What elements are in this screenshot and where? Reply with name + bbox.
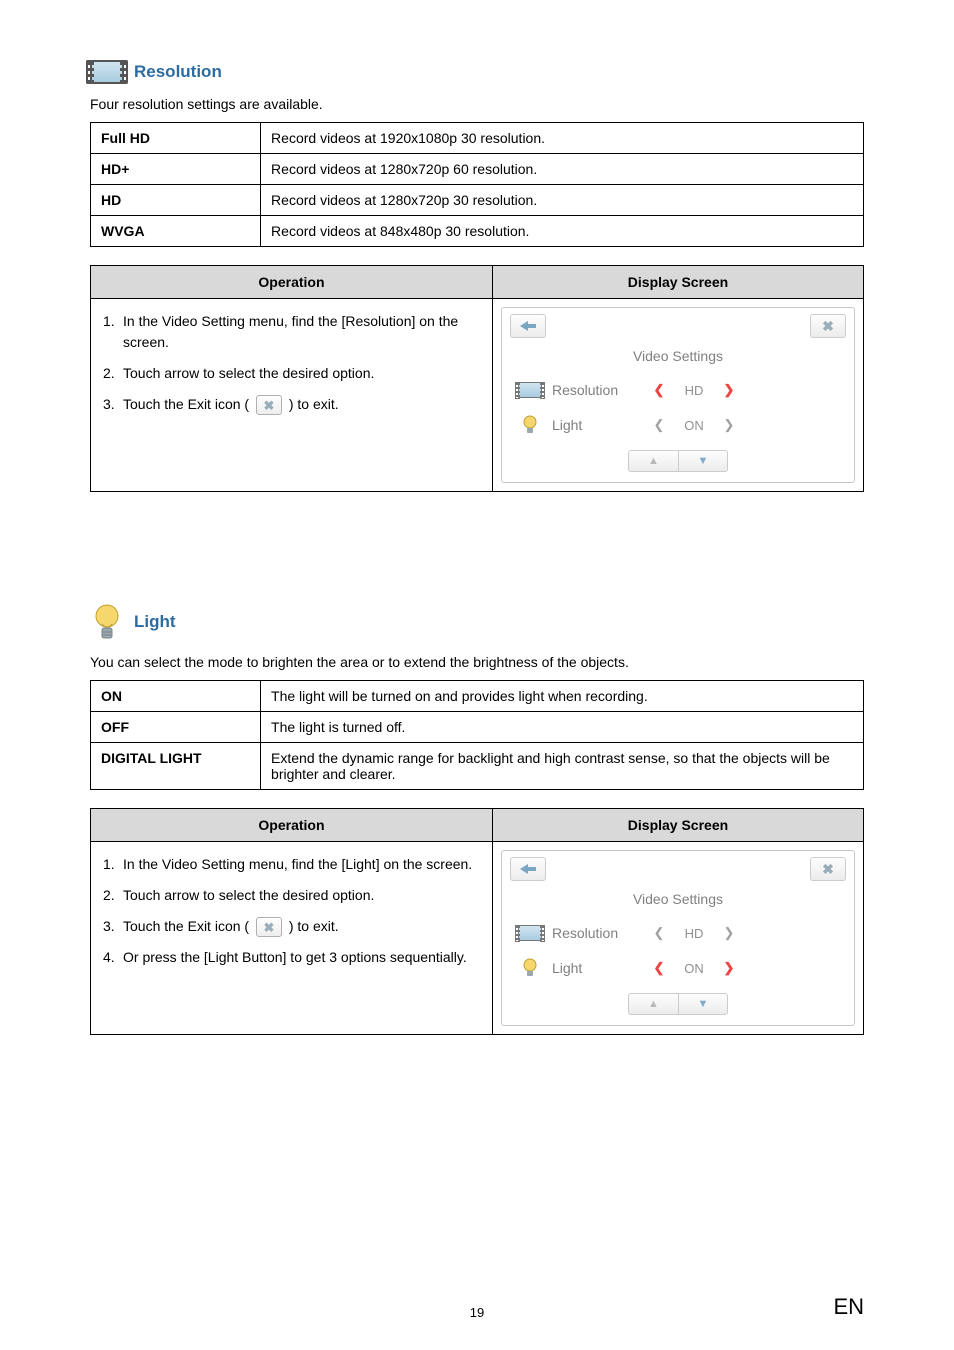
back-button[interactable] bbox=[510, 857, 546, 881]
step: In the Video Setting menu, find the [Res… bbox=[103, 311, 480, 353]
light-header: Light bbox=[90, 602, 864, 642]
nav-down-button[interactable]: ▼ bbox=[678, 450, 728, 472]
row-value: HD bbox=[674, 383, 714, 398]
screen-row-light[interactable]: Light ❮ ON ❯ bbox=[502, 406, 854, 444]
light-table: ON The light will be turned on and provi… bbox=[90, 680, 864, 790]
screen-nav: ▲ ▼ bbox=[502, 987, 854, 1025]
back-button[interactable] bbox=[510, 314, 546, 338]
close-icon: ✖ bbox=[822, 861, 834, 878]
close-button[interactable]: ✖ bbox=[810, 314, 846, 338]
exit-icon: ✖ bbox=[256, 395, 282, 415]
step: Touch arrow to select the desired option… bbox=[103, 885, 480, 906]
step: In the Video Setting menu, find the [Lig… bbox=[103, 854, 480, 875]
res-label: HD bbox=[91, 185, 261, 216]
table-row: DIGITAL LIGHT Extend the dynamic range f… bbox=[91, 743, 864, 790]
row-value: ON bbox=[674, 418, 714, 433]
op-steps-cell: In the Video Setting menu, find the [Lig… bbox=[91, 842, 493, 1035]
back-arrow-icon bbox=[518, 863, 538, 875]
table-row: HD+ Record videos at 1280x720p 60 resolu… bbox=[91, 154, 864, 185]
resolution-table: Full HD Record videos at 1920x1080p 30 r… bbox=[90, 122, 864, 247]
display-screen: ✖ Video Settings Resolution ❮ HD ❯ bbox=[501, 850, 855, 1026]
table-row: Full HD Record videos at 1920x1080p 30 r… bbox=[91, 123, 864, 154]
resolution-title: Resolution bbox=[134, 62, 222, 82]
chevron-left-icon[interactable]: ❮ bbox=[652, 417, 666, 433]
resolution-op-table: Operation Display Screen In the Video Se… bbox=[90, 265, 864, 492]
op-header-right: Display Screen bbox=[492, 266, 863, 299]
bulb-icon bbox=[516, 957, 544, 979]
chevron-right-icon[interactable]: ❯ bbox=[722, 417, 736, 433]
chevron-left-icon[interactable]: ❮ bbox=[652, 925, 666, 941]
language-label: EN bbox=[833, 1294, 864, 1320]
chevron-left-icon[interactable]: ❮ bbox=[652, 382, 666, 398]
light-desc: Extend the dynamic range for backlight a… bbox=[261, 743, 864, 790]
light-desc: The light will be turned on and provides… bbox=[261, 681, 864, 712]
bulb-icon bbox=[516, 414, 544, 436]
op-steps-cell: In the Video Setting menu, find the [Res… bbox=[91, 299, 493, 492]
step-text: Touch the Exit icon ( bbox=[123, 396, 249, 412]
row-label: Light bbox=[552, 960, 644, 976]
chevron-right-icon[interactable]: ❯ bbox=[722, 960, 736, 976]
close-button[interactable]: ✖ bbox=[810, 857, 846, 881]
bulb-icon bbox=[90, 602, 124, 642]
op-header-left: Operation bbox=[91, 266, 493, 299]
row-label: Light bbox=[552, 417, 644, 433]
table-row: WVGA Record videos at 848x480p 30 resolu… bbox=[91, 216, 864, 247]
step-text: Touch the Exit icon ( bbox=[123, 918, 249, 934]
nav-up-button[interactable]: ▲ bbox=[628, 993, 678, 1015]
display-screen: ✖ Video Settings Resolution ❮ HD ❯ bbox=[501, 307, 855, 483]
close-icon: ✖ bbox=[822, 318, 834, 335]
table-row: ON The light will be turned on and provi… bbox=[91, 681, 864, 712]
chevron-left-icon[interactable]: ❮ bbox=[652, 960, 666, 976]
screen-title: Video Settings bbox=[502, 887, 854, 917]
nav-up-button[interactable]: ▲ bbox=[628, 450, 678, 472]
table-row: OFF The light is turned off. bbox=[91, 712, 864, 743]
light-label: DIGITAL LIGHT bbox=[91, 743, 261, 790]
op-header-right: Display Screen bbox=[492, 809, 863, 842]
res-label: Full HD bbox=[91, 123, 261, 154]
op-screen-cell: ✖ Video Settings Resolution ❮ HD ❯ bbox=[492, 299, 863, 492]
res-label: WVGA bbox=[91, 216, 261, 247]
step-text: ) to exit. bbox=[289, 918, 339, 934]
step: Or press the [Light Button] to get 3 opt… bbox=[103, 947, 480, 968]
light-title: Light bbox=[134, 612, 176, 632]
table-row: HD Record videos at 1280x720p 30 resolut… bbox=[91, 185, 864, 216]
step: Touch the Exit icon ( ✖ ) to exit. bbox=[103, 394, 480, 415]
step: Touch arrow to select the desired option… bbox=[103, 363, 480, 384]
row-value: HD bbox=[674, 926, 714, 941]
step: Touch the Exit icon ( ✖ ) to exit. bbox=[103, 916, 480, 937]
light-label: OFF bbox=[91, 712, 261, 743]
light-desc: The light is turned off. bbox=[261, 712, 864, 743]
resolution-header: Resolution bbox=[90, 60, 864, 84]
res-desc: Record videos at 848x480p 30 resolution. bbox=[261, 216, 864, 247]
op-screen-cell: ✖ Video Settings Resolution ❮ HD ❯ bbox=[492, 842, 863, 1035]
chevron-right-icon[interactable]: ❯ bbox=[722, 925, 736, 941]
back-arrow-icon bbox=[518, 320, 538, 332]
screen-row-light[interactable]: Light ❮ ON ❯ bbox=[502, 949, 854, 987]
res-desc: Record videos at 1280x720p 60 resolution… bbox=[261, 154, 864, 185]
film-icon bbox=[90, 60, 124, 84]
light-op-table: Operation Display Screen In the Video Se… bbox=[90, 808, 864, 1035]
res-desc: Record videos at 1280x720p 30 resolution… bbox=[261, 185, 864, 216]
film-icon bbox=[516, 925, 544, 941]
page-footer: 19 bbox=[0, 1305, 954, 1320]
res-desc: Record videos at 1920x1080p 30 resolutio… bbox=[261, 123, 864, 154]
exit-icon: ✖ bbox=[256, 917, 282, 937]
nav-down-button[interactable]: ▼ bbox=[678, 993, 728, 1015]
screen-title: Video Settings bbox=[502, 344, 854, 374]
screen-row-resolution[interactable]: Resolution ❮ HD ❯ bbox=[502, 917, 854, 949]
op-header-left: Operation bbox=[91, 809, 493, 842]
page-number: 19 bbox=[470, 1305, 484, 1320]
res-label: HD+ bbox=[91, 154, 261, 185]
screen-row-resolution[interactable]: Resolution ❮ HD ❯ bbox=[502, 374, 854, 406]
row-label: Resolution bbox=[552, 382, 644, 398]
step-text: ) to exit. bbox=[289, 396, 339, 412]
chevron-right-icon[interactable]: ❯ bbox=[722, 382, 736, 398]
row-value: ON bbox=[674, 961, 714, 976]
film-icon bbox=[516, 382, 544, 398]
screen-nav: ▲ ▼ bbox=[502, 444, 854, 482]
light-label: ON bbox=[91, 681, 261, 712]
row-label: Resolution bbox=[552, 925, 644, 941]
resolution-intro: Four resolution settings are available. bbox=[90, 96, 864, 112]
light-intro: You can select the mode to brighten the … bbox=[90, 654, 864, 670]
